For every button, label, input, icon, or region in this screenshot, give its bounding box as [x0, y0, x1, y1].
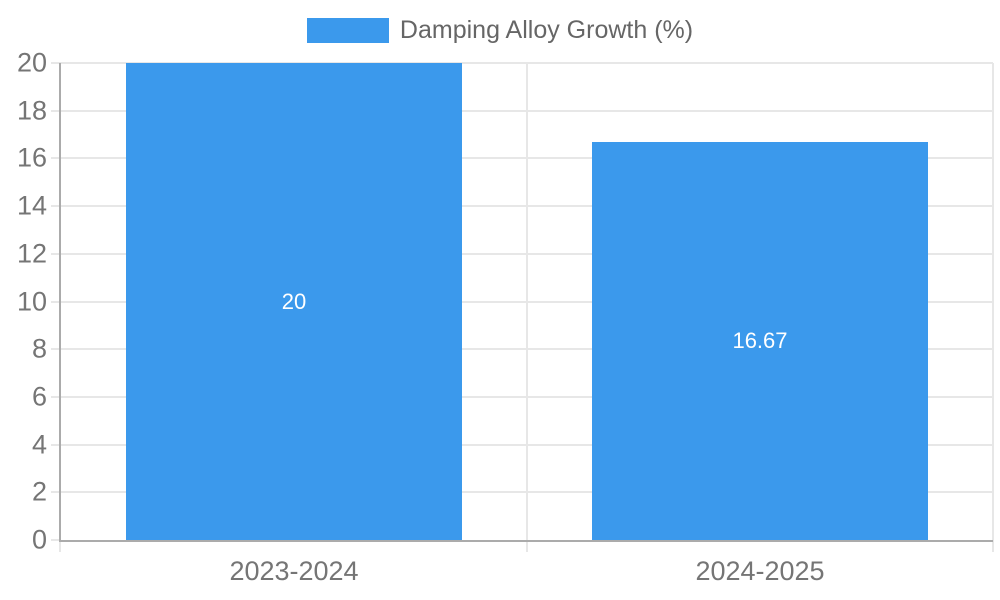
y-tick-label: 14 — [16, 190, 47, 221]
y-tick-label: 4 — [31, 429, 47, 460]
y-tick-label: 2 — [31, 476, 47, 507]
y-gridline — [51, 539, 61, 541]
y-gridline — [51, 348, 993, 351]
x-gridline — [992, 63, 994, 552]
legend[interactable]: Damping Alloy Growth (%) — [0, 16, 1000, 45]
y-tick-label: 0 — [31, 524, 47, 555]
y-gridline — [51, 443, 993, 446]
bar-2024-2025[interactable]: 16.67 — [592, 142, 928, 540]
legend-label: Damping Alloy Growth (%) — [399, 16, 694, 44]
y-tick-label: 8 — [31, 333, 47, 364]
y-axis-line — [59, 63, 61, 540]
bar-value-label: 16.67 — [732, 328, 788, 354]
x-axis-label: 2024-2025 — [695, 556, 825, 586]
y-gridline — [51, 109, 993, 112]
x-axis-line — [59, 540, 993, 542]
y-gridline — [51, 62, 993, 64]
y-gridline — [51, 157, 993, 160]
legend-swatch — [306, 18, 389, 43]
x-gridline — [59, 540, 61, 552]
y-tick-label: 6 — [31, 381, 47, 412]
y-gridline — [51, 395, 993, 398]
y-gridline — [51, 252, 993, 255]
y-tick-label: 12 — [16, 238, 47, 269]
x-axis-label: 2023-2024 — [229, 556, 359, 586]
plot-area: 0 2 4 6 8 10 12 14 16 18 20 20 2023-2024 16.67 2024-20… — [17, 48, 994, 586]
y-gridline — [51, 300, 993, 303]
y-tick-label: 20 — [16, 47, 47, 78]
x-gridline — [526, 63, 528, 552]
y-tick-label: 10 — [16, 286, 47, 316]
bar-2023-2024[interactable]: 20 — [126, 63, 462, 540]
y-gridline — [51, 491, 993, 494]
y-gridline — [51, 205, 993, 208]
bar-value-label: 20 — [281, 288, 307, 314]
y-tick-label: 16 — [16, 142, 47, 173]
y-tick-label: 18 — [16, 95, 47, 126]
